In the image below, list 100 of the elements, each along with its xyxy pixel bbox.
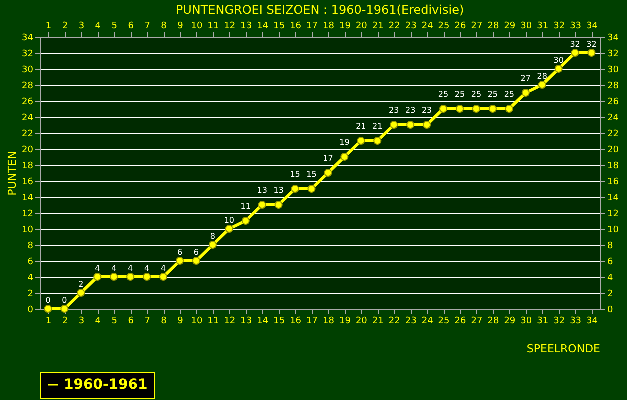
point (258, 200, 266, 210)
point (488, 104, 497, 114)
y2-tick-label: 20 (608, 146, 620, 156)
x-tick-label: 13 (240, 22, 252, 32)
chart-title: PUNTENGROEI SEIZOEN : 1960-1961(Eredivisie) (176, 3, 464, 17)
y2-tick-label: 12 (608, 210, 619, 220)
x2-tick-label: 12 (224, 316, 236, 326)
data-label: 6 (177, 248, 183, 257)
y-tick-label: 12 (22, 210, 34, 220)
data-label: 32 (570, 40, 580, 49)
x-tick-label: 15 (274, 22, 286, 32)
x2-tick-label: 21 (372, 316, 384, 326)
y-tick-label: 6 (28, 258, 34, 268)
point (423, 120, 432, 130)
point (60, 304, 69, 314)
x-tick-label: 32 (554, 22, 566, 32)
x-tick-label: 27 (471, 22, 483, 32)
data-label: 30 (554, 56, 564, 65)
data-label: 25 (504, 90, 515, 99)
x2-tick-label: 9 (178, 316, 184, 326)
x-tick-label: 21 (372, 22, 384, 32)
y2-tick-label: 26 (608, 98, 620, 108)
y-tick-label: 8 (28, 242, 34, 252)
x-tick-label: 5 (112, 22, 118, 32)
y-tick-label: 4 (28, 274, 34, 284)
x2-tick-label: 29 (504, 316, 516, 326)
x2-tick-label: 6 (128, 316, 134, 326)
x-tick-label: 14 (257, 22, 269, 32)
x-tick-label: 28 (488, 22, 500, 32)
x-tick-label: 23 (405, 22, 417, 32)
point (44, 304, 52, 314)
y-tick-label: 20 (22, 146, 34, 156)
x2-tick-label: 23 (405, 316, 417, 326)
x-tick-label: 3 (78, 22, 85, 32)
data-label: 32 (586, 40, 597, 49)
point (176, 256, 184, 266)
data-label: 25 (438, 90, 449, 99)
y2-tick-label: 10 (608, 226, 620, 236)
x2-tick-label: 8 (161, 316, 168, 326)
x-tick-label: 17 (306, 22, 318, 32)
x-tick-label: 7 (144, 22, 150, 32)
x-tick-label: 6 (128, 22, 134, 32)
y2-tick-label: 34 (608, 34, 620, 44)
y-tick-label: 2 (28, 290, 34, 300)
y-tick-label: 30 (22, 66, 34, 76)
x-tick-label: 2 (62, 22, 68, 32)
x2-tick-label: 11 (208, 316, 220, 326)
y2-tick-label: 14 (608, 194, 620, 204)
point (242, 216, 250, 226)
x2-tick-label: 2 (62, 316, 68, 326)
point (77, 288, 86, 298)
y-tick-label: 14 (22, 194, 34, 204)
y2-tick-label: 18 (608, 162, 620, 172)
x-tick-label: 8 (161, 22, 168, 32)
point (324, 168, 332, 178)
data-label: 11 (240, 202, 251, 211)
point (126, 272, 135, 282)
x2-tick-label: 22 (388, 316, 400, 326)
y2-tick-label: 6 (608, 258, 614, 268)
data-label: 8 (210, 232, 216, 241)
x2-tick-label: 31 (537, 316, 549, 326)
data-label: 15 (306, 170, 317, 179)
x2-tick-label: 25 (438, 316, 450, 326)
y2-tick-label: 4 (608, 274, 614, 284)
x-tick-label: 19 (339, 22, 352, 32)
x2-tick-label: 33 (570, 316, 582, 326)
point (308, 184, 316, 194)
y2-tick-label: 8 (608, 242, 614, 252)
x-tick-label: 1 (46, 22, 52, 32)
y2-tick-label: 30 (608, 66, 620, 76)
point (357, 136, 366, 146)
x2-tick-label: 13 (240, 316, 252, 326)
x-tick-label: 12 (224, 22, 236, 32)
y-tick-label: 34 (22, 34, 34, 44)
x-tick-label: 22 (388, 22, 400, 32)
point (456, 104, 464, 114)
legend-label: 1960-1961 (64, 377, 148, 393)
point (522, 88, 530, 98)
x2-tick-label: 1 (46, 316, 52, 326)
x2-tick-label: 16 (290, 316, 302, 326)
point (588, 48, 596, 58)
y-tick-label: 16 (22, 178, 34, 188)
x2-tick-label: 24 (422, 316, 434, 326)
x2-tick-label: 34 (586, 316, 598, 326)
x2-tick-label: 18 (323, 316, 335, 326)
x2-tick-label: 20 (356, 316, 368, 326)
data-label: 27 (520, 74, 531, 83)
point (159, 272, 168, 282)
y2-tick-label: 32 (608, 50, 619, 60)
y2-tick-label: 16 (608, 178, 620, 188)
data-label: 25 (488, 90, 498, 99)
data-label: 4 (95, 264, 100, 273)
point (274, 200, 283, 210)
x2-tick-label: 15 (274, 316, 286, 326)
x-tick-label: 34 (586, 22, 598, 32)
x2-tick-label: 32 (554, 316, 566, 326)
x-tick-label: 18 (323, 22, 335, 32)
data-label: 4 (128, 264, 134, 273)
point (505, 104, 514, 114)
x-tick-label: 11 (208, 22, 220, 32)
